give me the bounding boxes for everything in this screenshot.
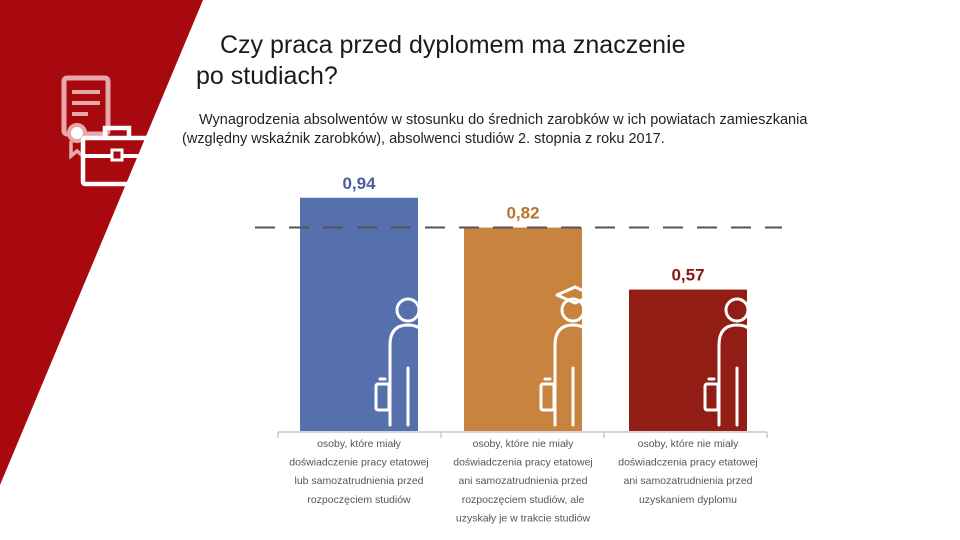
value-label-1: 0,94 <box>342 174 376 193</box>
graduation-cap <box>555 285 595 305</box>
category-label-3: osoby, które nie miały <box>638 438 740 450</box>
value-label-2: 0,82 <box>506 204 539 223</box>
person-icon <box>374 297 428 427</box>
category-label-2: doświadczenia pracy etatowej <box>453 457 593 469</box>
category-label-3: uzyskaniem dyplomu <box>639 494 737 506</box>
person-head <box>395 297 421 323</box>
person-icon <box>703 297 757 427</box>
title-line-1: Czy praca przed dyplomem ma znaczenie <box>220 31 686 59</box>
category-label-2: rozpoczęciem studiów, ale <box>462 494 585 506</box>
category-label-3: doświadczenia pracy etatowej <box>618 457 758 469</box>
title-line-2: po studiach? <box>196 62 338 90</box>
person-body <box>717 323 757 402</box>
person-body <box>388 323 428 402</box>
category-label-2: uzyskały je w trakcie studiów <box>456 512 591 524</box>
category-label-1: doświadczenie pracy etatowej <box>289 457 429 469</box>
person-bag <box>374 382 391 412</box>
bar-1 <box>300 197 418 431</box>
graduate-person-icon <box>539 285 595 427</box>
person-bag <box>703 382 720 412</box>
bar-2 <box>464 227 582 431</box>
bar-3 <box>629 289 747 431</box>
category-label-2: osoby, które nie miały <box>473 438 575 450</box>
category-label-1: osoby, które miały <box>317 438 402 450</box>
subtitle-line-1: Wynagrodzenia absolwentów w stosunku do … <box>199 112 808 128</box>
briefcase-icon <box>80 125 154 187</box>
chart-subtitle: Wynagrodzenia absolwentów w stosunku do … <box>182 111 902 149</box>
subtitle-line-2: (względny wskaźnik zarobków), absolwenci… <box>182 131 665 147</box>
person-bag <box>539 382 556 412</box>
category-label-1: rozpoczęciem studiów <box>307 494 411 506</box>
person-head <box>724 297 750 323</box>
category-label-1: lub samozatrudnienia przed <box>295 475 424 487</box>
slide-title: Czy praca przed dyplomem ma znaczenie po… <box>196 30 836 92</box>
certificate-icon <box>61 75 111 160</box>
person-body <box>553 323 593 402</box>
category-label-2: ani samozatrudnienia przed <box>459 475 588 487</box>
category-label-3: ani samozatrudnienia przed <box>624 475 753 487</box>
red-corner-band <box>0 0 203 485</box>
person-head <box>560 297 586 323</box>
value-label-3: 0,57 <box>671 266 704 285</box>
